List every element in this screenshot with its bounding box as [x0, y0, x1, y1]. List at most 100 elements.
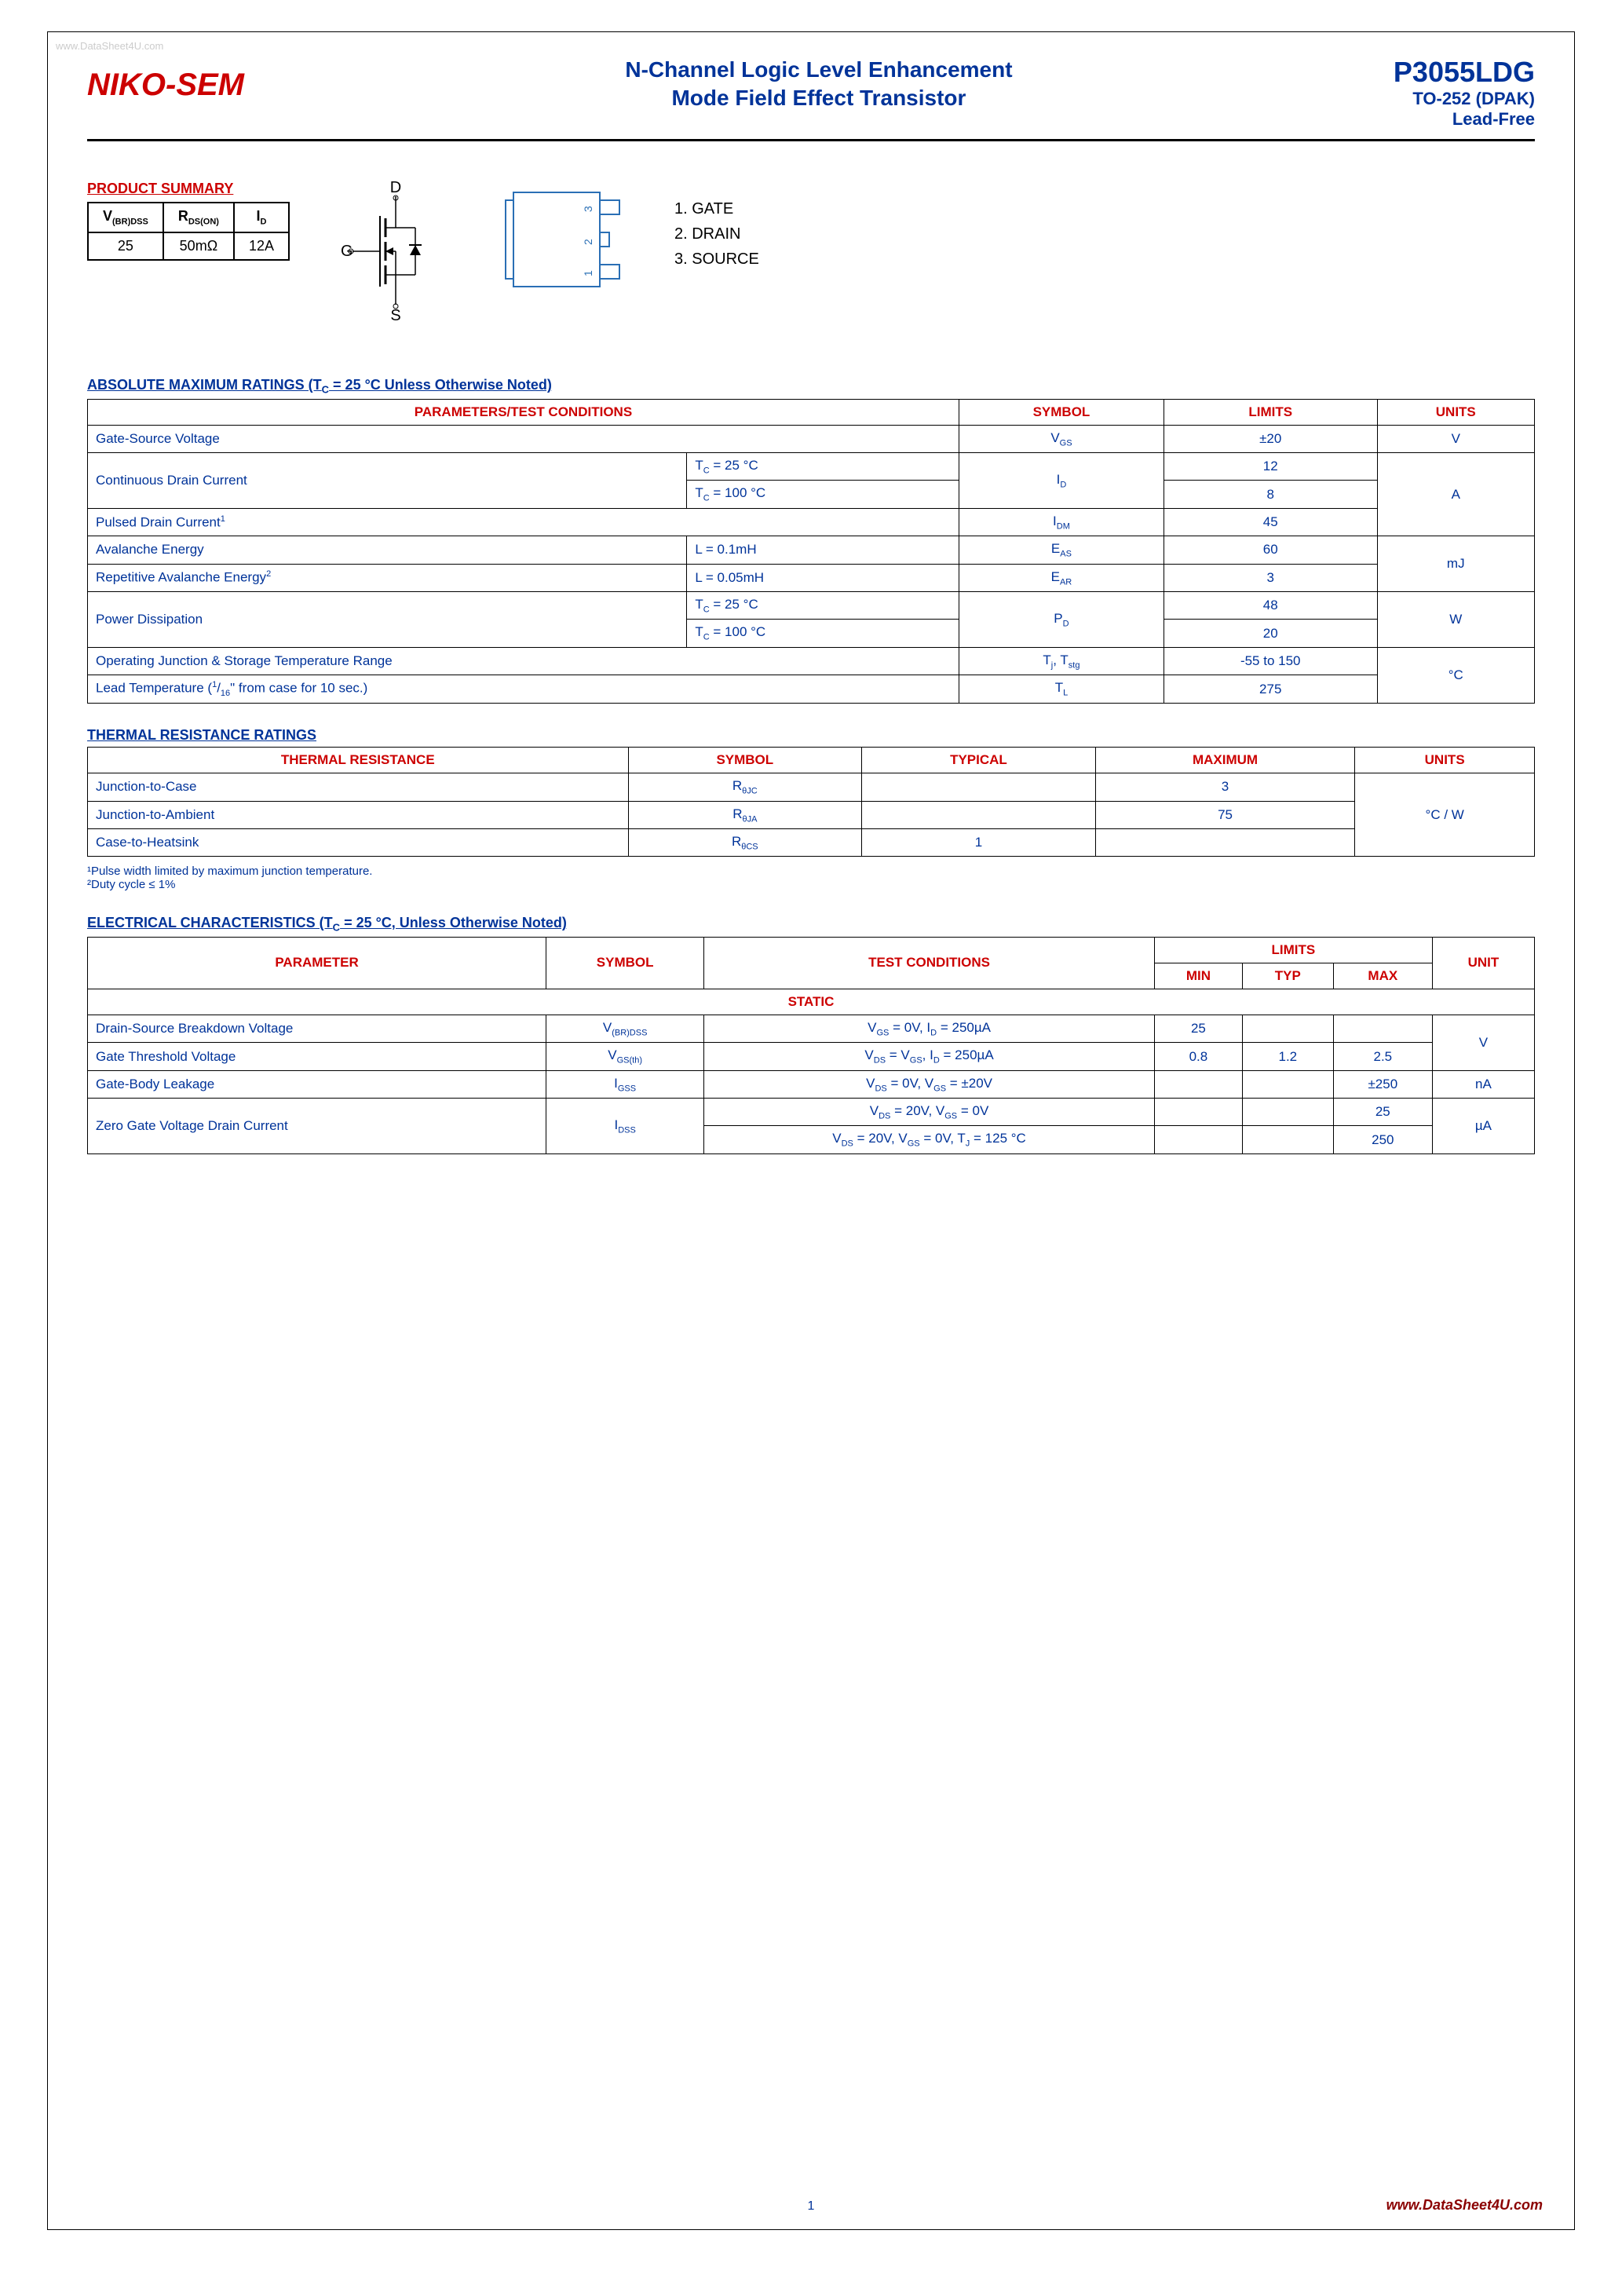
elec-idss-cond2: VDS = 20V, VGS = 0V, TJ = 125 °C [704, 1126, 1155, 1153]
cond-pd-100: TC = 100 °C [687, 620, 959, 647]
footnotes: ¹Pulse width limited by maximum junction… [87, 865, 1535, 891]
elec-vgsth-sym: VGS(th) [546, 1043, 704, 1070]
elec-h-min: MIN [1154, 963, 1242, 989]
title-line1: N-Channel Logic Level Enhancement [260, 56, 1378, 84]
svg-text:3: 3 [582, 206, 594, 212]
limit-idm: 45 [1164, 508, 1377, 536]
title-block: N-Channel Logic Level Enhancement Mode F… [244, 56, 1394, 113]
thermal-jc-typ [862, 773, 1096, 801]
limit-tj: -55 to 150 [1164, 647, 1377, 675]
elec-h-unit: UNIT [1432, 937, 1534, 989]
symbol-tl: TL [959, 675, 1164, 704]
abs-max-table: PARAMETERS/TEST CONDITIONS SYMBOL LIMITS… [87, 399, 1535, 704]
static-label: STATIC [88, 989, 1535, 1015]
thermal-table: THERMAL RESISTANCE SYMBOL TYPICAL MAXIMU… [87, 747, 1535, 857]
limit-tl: 275 [1164, 675, 1377, 704]
thermal-cs-typ: 1 [862, 828, 1096, 856]
thermal-unit: °C / W [1355, 773, 1535, 857]
elec-idss-min2 [1154, 1126, 1242, 1153]
abs-max-header-units: UNITS [1377, 399, 1534, 425]
summary-vbrdss: 25 [88, 232, 163, 260]
pin-1: 1. GATE [674, 196, 759, 221]
elec-h-limits: LIMITS [1154, 937, 1432, 963]
svg-text:2: 2 [582, 239, 594, 245]
param-tl: Lead Temperature (1/16" from case for 10… [88, 675, 959, 704]
param-pd: Power Dissipation [88, 591, 687, 647]
elec-idss-cond1: VDS = 20V, VGS = 0V [704, 1099, 1155, 1126]
thermal-h1: SYMBOL [628, 748, 862, 773]
pin-list: 1. GATE 2. DRAIN 3. SOURCE [674, 181, 759, 272]
summary-header-vbrdss: V(BR)DSS [88, 203, 163, 232]
elec-idss-param: Zero Gate Voltage Drain Current [88, 1099, 546, 1154]
part-number: P3055LDG [1394, 56, 1535, 89]
thermal-jc-name: Junction-to-Case [88, 773, 629, 801]
thermal-ja-max: 75 [1095, 801, 1355, 828]
summary-rdson: 50mΩ [163, 232, 234, 260]
elec-idss-min1 [1154, 1099, 1242, 1126]
param-vgs: Gate-Source Voltage [88, 425, 959, 452]
cond-ear: L = 0.05mH [687, 564, 959, 591]
thermal-ja-name: Junction-to-Ambient [88, 801, 629, 828]
unit-w: W [1377, 591, 1534, 647]
elec-igss-param: Gate-Body Leakage [88, 1070, 546, 1098]
summary-row: PRODUCT SUMMARY V(BR)DSS RDS(ON) ID 25 5… [87, 181, 1535, 322]
elec-h-cond: TEST CONDITIONS [704, 937, 1155, 989]
param-ear: Repetitive Avalanche Energy2 [88, 564, 687, 591]
thermal-ja-typ [862, 801, 1096, 828]
thermal-ja-sym: RθJA [628, 801, 862, 828]
title-line2: Mode Field Effect Transistor [260, 84, 1378, 112]
elec-vgsth-typ: 1.2 [1242, 1043, 1333, 1070]
abs-max-header-symbol: SYMBOL [959, 399, 1164, 425]
unit-a: A [1377, 452, 1534, 536]
elec-vbrdss-param: Drain-Source Breakdown Voltage [88, 1015, 546, 1042]
brand-logo: NIKO-SEM [87, 56, 244, 103]
limit-id-100: 8 [1164, 481, 1377, 508]
product-summary-block: PRODUCT SUMMARY V(BR)DSS RDS(ON) ID 25 5… [87, 181, 290, 261]
svg-text:1: 1 [582, 270, 594, 276]
terminal-s-label: S [390, 307, 400, 322]
unit-c: °C [1377, 647, 1534, 703]
symbol-ear: EAR [959, 564, 1164, 591]
limit-vgs: ±20 [1164, 425, 1377, 452]
elec-igss-max: ±250 [1333, 1070, 1432, 1098]
elec-h-param: PARAMETER [88, 937, 546, 989]
package-outline-icon: 3 2 1 [502, 181, 627, 306]
terminal-d-label: D [390, 181, 401, 196]
thermal-jc-max: 3 [1095, 773, 1355, 801]
product-summary-title: PRODUCT SUMMARY [87, 181, 290, 197]
thermal-cs-sym: RθCS [628, 828, 862, 856]
thermal-h4: UNITS [1355, 748, 1535, 773]
elec-vgsth-cond: VDS = VGS, ID = 250µA [704, 1043, 1155, 1070]
elec-igss-typ [1242, 1070, 1333, 1098]
elec-vgsth-max: 2.5 [1333, 1043, 1432, 1070]
leadfree-label: Lead-Free [1394, 109, 1535, 130]
elec-unit-na: nA [1432, 1070, 1534, 1098]
abs-max-header-param: PARAMETERS/TEST CONDITIONS [88, 399, 959, 425]
elec-idss-sym: IDSS [546, 1099, 704, 1154]
part-block: P3055LDG TO-252 (DPAK) Lead-Free [1394, 56, 1535, 130]
elec-vbrdss-min: 25 [1154, 1015, 1242, 1042]
elec-h-typ: TYP [1242, 963, 1333, 989]
pin-3: 3. SOURCE [674, 247, 759, 272]
cond-id-100: TC = 100 °C [687, 481, 959, 508]
param-idm: Pulsed Drain Current1 [88, 508, 959, 536]
limit-eas: 60 [1164, 536, 1377, 564]
param-tj: Operating Junction & Storage Temperature… [88, 647, 959, 675]
header: NIKO-SEM N-Channel Logic Level Enhanceme… [87, 56, 1535, 141]
param-id: Continuous Drain Current [88, 452, 687, 508]
elec-igss-sym: IGSS [546, 1070, 704, 1098]
cond-pd-25: TC = 25 °C [687, 591, 959, 619]
abs-max-header-limits: LIMITS [1164, 399, 1377, 425]
footnote-2: ²Duty cycle ≤ 1% [87, 878, 1535, 891]
summary-header-rdson: RDS(ON) [163, 203, 234, 232]
symbol-id: ID [959, 452, 1164, 508]
product-summary-table: V(BR)DSS RDS(ON) ID 25 50mΩ 12A [87, 202, 290, 261]
elec-unit-ua: µA [1432, 1099, 1534, 1154]
thermal-cs-name: Case-to-Heatsink [88, 828, 629, 856]
mosfet-symbol-icon: D G S [337, 181, 455, 322]
elec-idss-max1: 25 [1333, 1099, 1432, 1126]
symbol-idm: IDM [959, 508, 1164, 536]
elec-vbrdss-max [1333, 1015, 1432, 1042]
elec-unit-v: V [1432, 1015, 1534, 1070]
elec-h-symbol: SYMBOL [546, 937, 704, 989]
